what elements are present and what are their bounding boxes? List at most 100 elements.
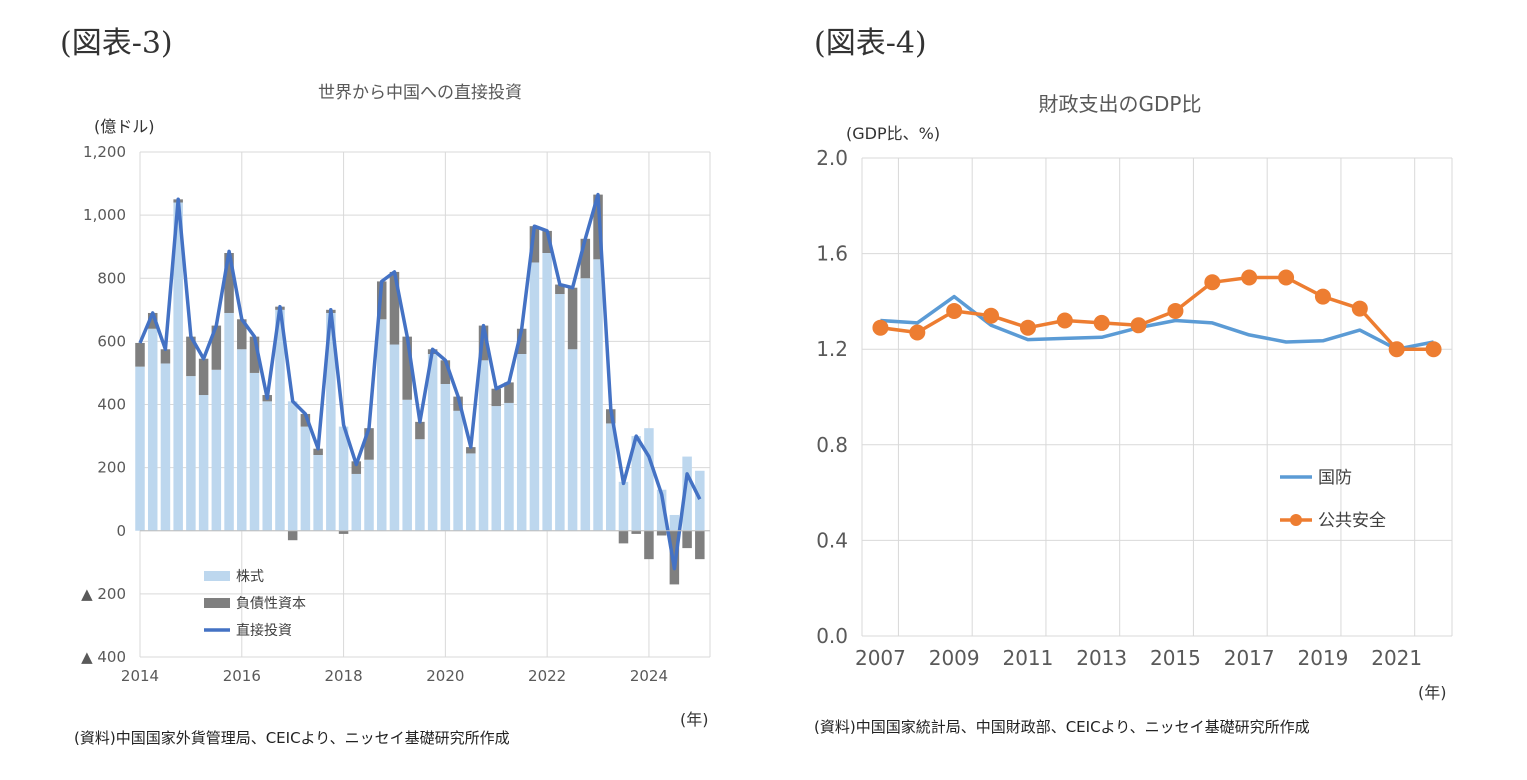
bar-debt (567, 287, 578, 350)
y-tick-label: 1.6 (816, 242, 848, 266)
security-point (1093, 314, 1110, 331)
bar-equity (529, 262, 540, 531)
bar-equity (644, 428, 654, 531)
bar-debt (224, 253, 234, 313)
bar-debt (491, 388, 501, 407)
bar-equity (631, 436, 641, 531)
bar-debt (389, 271, 400, 345)
y-tick-label: 1,000 (83, 206, 126, 224)
bar-equity (364, 459, 374, 531)
bar-equity (198, 395, 209, 531)
bar-equity (580, 278, 591, 531)
bar-equity (669, 514, 680, 531)
security-point (909, 324, 926, 341)
bar-debt (186, 336, 196, 377)
y-tick-label: 800 (97, 269, 126, 287)
x-tick-label: 2009 (929, 646, 980, 670)
bar-equity (338, 426, 349, 531)
security-point (1314, 288, 1331, 305)
security-point (983, 307, 1000, 324)
bar-debt (402, 336, 412, 400)
bar-equity (262, 401, 272, 531)
x-tick-label: 2017 (1224, 646, 1275, 670)
y-tick-label: 1,200 (83, 143, 126, 161)
security-point (1056, 312, 1073, 329)
bar-equity (173, 202, 183, 531)
legend-label-fdi: 直接投資 (236, 622, 292, 639)
bar-equity (555, 294, 565, 531)
bar-equity (695, 470, 705, 531)
bar-debt (656, 530, 667, 536)
bar-equity (427, 354, 438, 531)
legend-swatch-equity (204, 571, 230, 581)
legend-label-defense: 国防 (1318, 468, 1352, 488)
bar-debt (313, 448, 323, 455)
y-tick-label: 0 (116, 522, 126, 540)
y-tick-label: 600 (97, 332, 126, 350)
bar-debt (504, 382, 514, 403)
bar-debt (147, 312, 158, 329)
bar-debt (682, 530, 692, 549)
bar-debt (695, 530, 705, 560)
bar-debt (478, 325, 489, 361)
figure-label-left: (図表-3) (60, 26, 173, 61)
bar-equity (466, 453, 476, 531)
bar-debt (453, 396, 463, 411)
y-unit-label-left: (億ドル) (94, 117, 155, 136)
source-note-left: (資料)中国国家外貨管理局、CEICより、ニッセイ基礎研究所作成 (74, 729, 510, 747)
security-point (1351, 300, 1368, 317)
bar-equity (351, 473, 362, 531)
bar-debt (440, 360, 451, 384)
bar-debt (542, 230, 552, 253)
x-tick-label: 2018 (324, 667, 362, 685)
source-note-right: (資料)中国国家統計局、中国財政部、CEICより、ニッセイ基礎研究所作成 (814, 718, 1310, 736)
x-tick-label: 2019 (1297, 646, 1348, 670)
legend-marker-security (1290, 514, 1302, 526)
x-tick-label: 2011 (1002, 646, 1053, 670)
security-point (1425, 341, 1442, 358)
bar-equity (415, 439, 425, 531)
chart-title-right: 財政支出のGDP比 (1038, 92, 1202, 116)
security-point (1019, 319, 1036, 336)
security-point (1167, 302, 1184, 319)
bar-debt (211, 325, 222, 370)
bar-equity (160, 363, 171, 531)
figure-label-right: (図表-4) (814, 26, 927, 61)
x-tick-label: 2007 (855, 646, 906, 670)
bar-equity (402, 399, 412, 531)
x-tick-label: 2024 (630, 667, 668, 685)
security-point (1130, 317, 1147, 334)
x-tick-label: 2022 (528, 667, 566, 685)
y-tick-label: 0.8 (816, 433, 848, 457)
security-point (872, 319, 889, 336)
bar-equity (656, 489, 667, 531)
security-point (1204, 274, 1221, 291)
bar-equity (478, 360, 489, 531)
bar-equity (593, 259, 603, 531)
fdi-series-line (138, 192, 702, 571)
bar-equity (249, 372, 260, 531)
bar-debt (631, 530, 641, 534)
bar-equity (300, 426, 311, 531)
security-point (1241, 269, 1258, 286)
bar-debt (338, 530, 349, 534)
bar-debt (249, 336, 260, 373)
y-tick-label: 0.4 (816, 528, 848, 552)
y-tick-label: 2.0 (816, 146, 848, 170)
bar-equity (237, 349, 247, 531)
y-tick-label: 1.2 (816, 337, 848, 361)
bar-debt (135, 342, 145, 367)
bar-equity (224, 312, 234, 531)
bar-equity (618, 481, 629, 531)
y-tick-label: 0.0 (816, 624, 848, 648)
x-tick-label: 2016 (223, 667, 261, 685)
security-point (1388, 341, 1405, 358)
y-unit-label-right: (GDP比、%) (846, 124, 941, 143)
fiscal-chart: 2.0 1.6 1.2 0.8 0.4 0.0 2007 2009 2011 2013 2015 20… (816, 146, 1453, 670)
legend-swatch-debt (204, 598, 230, 608)
bar-debt (593, 194, 603, 260)
y-tick-label: 400 (97, 396, 126, 414)
chart-title-left: 世界から中国への直接投資 (318, 83, 522, 103)
bar-debt (198, 358, 209, 396)
